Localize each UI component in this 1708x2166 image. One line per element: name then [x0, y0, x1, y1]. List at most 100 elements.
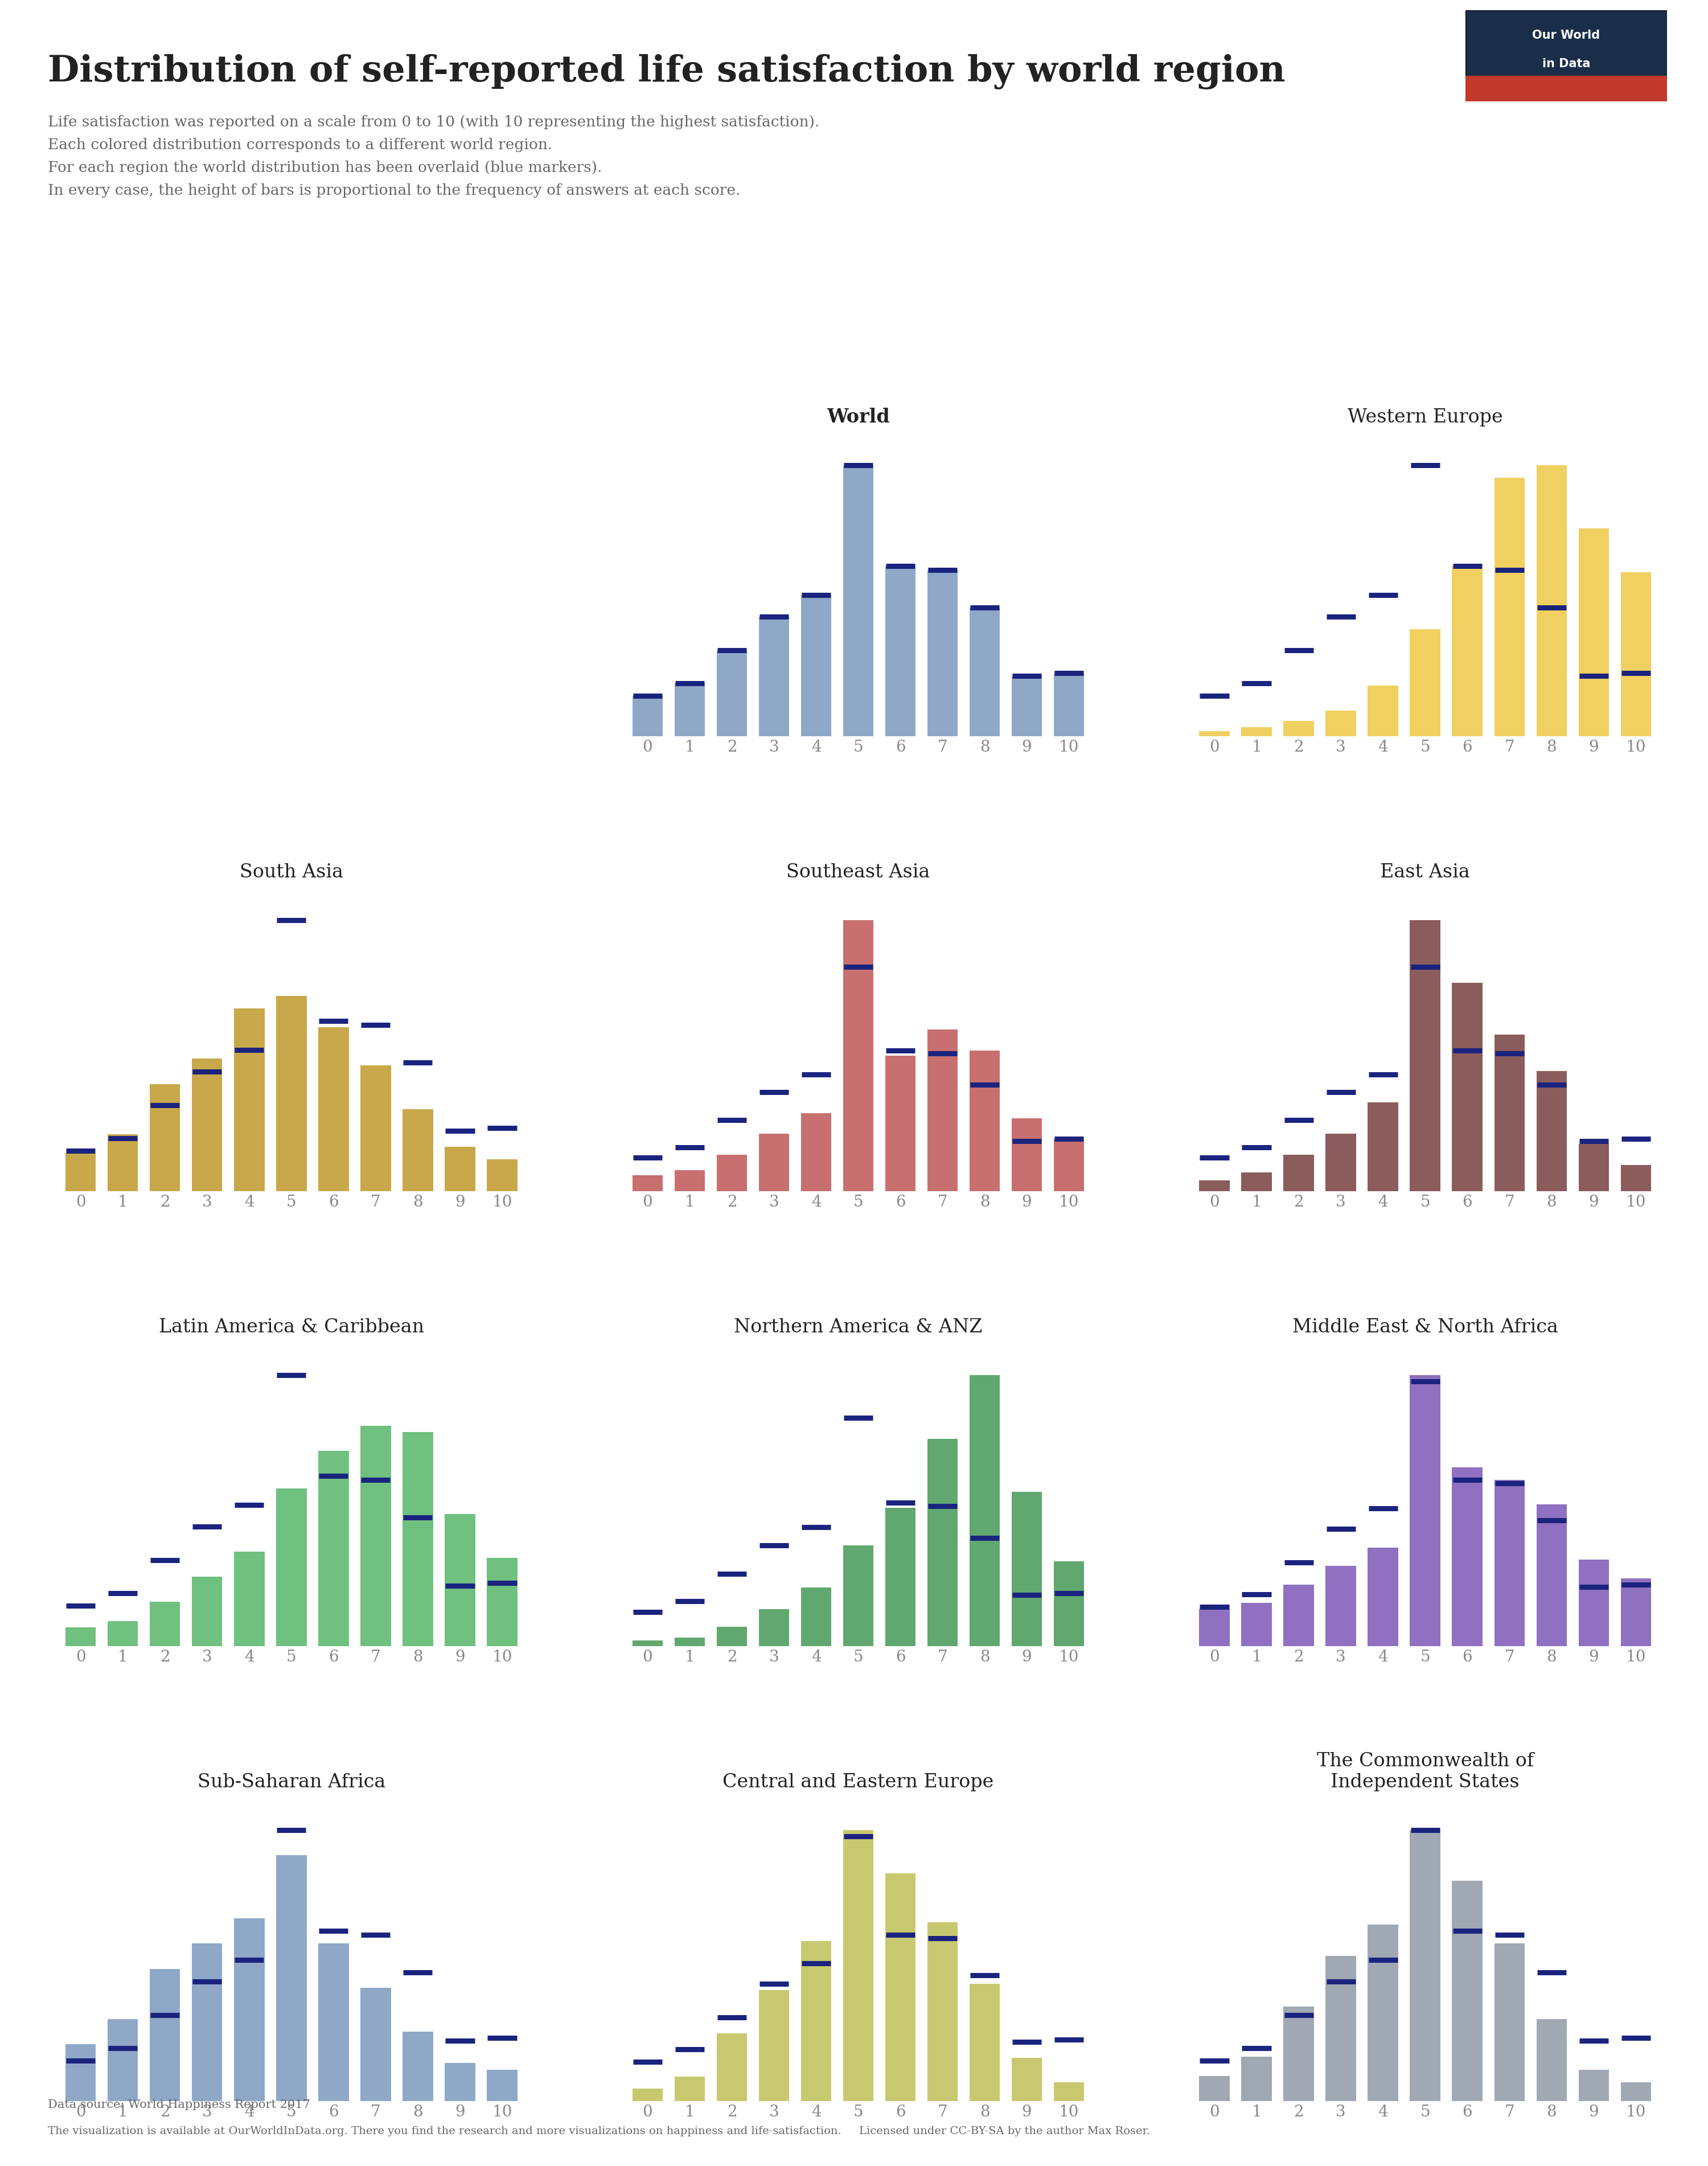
Bar	[1242, 1172, 1272, 1191]
Text: Data source: World Happiness Report 2017: Data source: World Happiness Report 2017	[48, 2099, 311, 2110]
Bar	[1054, 1562, 1085, 1646]
Bar	[1452, 1469, 1483, 1646]
Bar	[150, 1603, 179, 1646]
Title: Central and Eastern Europe: Central and Eastern Europe	[722, 1772, 994, 1791]
Bar	[1537, 1505, 1566, 1646]
Text: Distribution of self-reported life satisfaction by world region: Distribution of self-reported life satis…	[48, 54, 1286, 89]
Bar	[1283, 2006, 1313, 2101]
Title: The Commonwealth of
Independent States: The Commonwealth of Independent States	[1317, 1752, 1534, 1791]
Bar	[885, 1055, 915, 1191]
Bar	[1494, 1035, 1525, 1191]
Bar	[675, 684, 705, 736]
Bar	[444, 2064, 475, 2101]
FancyBboxPatch shape	[1465, 11, 1667, 102]
Bar	[277, 1488, 307, 1646]
Bar	[1621, 1165, 1652, 1191]
Bar	[1242, 2058, 1272, 2101]
Bar	[717, 1154, 746, 1191]
Bar	[801, 596, 832, 736]
Bar	[1054, 674, 1085, 736]
Bar	[1199, 1609, 1230, 1646]
Bar	[1409, 630, 1440, 736]
Bar	[1578, 2069, 1609, 2101]
Bar	[758, 1135, 789, 1191]
Bar	[927, 1923, 958, 2101]
Bar	[1452, 983, 1483, 1191]
Bar	[487, 2069, 518, 2101]
Bar	[1283, 1154, 1313, 1191]
Bar	[885, 567, 915, 736]
Bar	[758, 617, 789, 736]
Bar	[1494, 479, 1525, 736]
Text: in Data: in Data	[1542, 58, 1590, 69]
Text: Life satisfaction was reported on a scale from 0 to 10 (with 10 representing the: Life satisfaction was reported on a scal…	[48, 115, 820, 130]
Title: Latin America & Caribbean: Latin America & Caribbean	[159, 1317, 424, 1336]
Bar	[1578, 1144, 1609, 1191]
Bar	[1409, 921, 1440, 1191]
Bar	[1011, 1118, 1042, 1191]
Bar	[234, 1009, 265, 1191]
Bar	[1199, 1180, 1230, 1191]
Bar	[150, 1085, 179, 1191]
Bar	[844, 466, 873, 736]
Bar	[1011, 2058, 1042, 2101]
Bar	[1537, 466, 1566, 736]
Text: The visualization is available at OurWorldInData.org. There you find the researc: The visualization is available at OurWor…	[48, 2125, 1149, 2136]
Bar	[1409, 1830, 1440, 2101]
Bar	[1011, 1492, 1042, 1646]
Bar	[487, 1159, 518, 1191]
Bar	[1465, 76, 1667, 102]
Bar	[1199, 732, 1230, 736]
Bar	[1621, 1579, 1652, 1646]
Bar	[1537, 1072, 1566, 1191]
Bar	[844, 921, 873, 1191]
Bar	[1283, 1586, 1313, 1646]
Bar	[970, 1375, 999, 1646]
Bar	[360, 1425, 391, 1646]
Bar	[234, 1919, 265, 2101]
Bar	[108, 2019, 138, 2101]
Bar	[318, 1943, 348, 2101]
Text: For each region the world distribution has been overlaid (blue markers).: For each region the world distribution h…	[48, 160, 601, 175]
Bar	[885, 1508, 915, 1646]
Bar	[1368, 687, 1399, 736]
Bar	[403, 1432, 434, 1646]
Bar	[927, 570, 958, 736]
Title: South Asia: South Asia	[239, 862, 343, 882]
Bar	[1325, 1566, 1356, 1646]
Bar	[1054, 1139, 1085, 1191]
Bar	[277, 996, 307, 1191]
Title: Western Europe: Western Europe	[1348, 407, 1503, 427]
Bar	[360, 1988, 391, 2101]
Bar	[234, 1551, 265, 1646]
Bar	[191, 1943, 222, 2101]
Bar	[758, 1991, 789, 2101]
Bar	[1494, 1479, 1525, 1646]
Bar	[1452, 1880, 1483, 2101]
Bar	[758, 1609, 789, 1646]
Bar	[632, 2088, 663, 2101]
Title: Southeast Asia: Southeast Asia	[786, 862, 931, 882]
Bar	[1537, 2019, 1566, 2101]
Bar	[150, 1969, 179, 2101]
Bar	[675, 1170, 705, 1191]
Bar	[360, 1066, 391, 1191]
Bar	[1283, 721, 1313, 736]
Bar	[675, 2077, 705, 2101]
Bar	[1368, 1926, 1399, 2101]
Title: Northern America & ANZ: Northern America & ANZ	[734, 1317, 982, 1336]
Bar	[191, 1577, 222, 1646]
Text: Each colored distribution corresponds to a different world region.: Each colored distribution corresponds to…	[48, 136, 552, 152]
Bar	[403, 1109, 434, 1191]
Bar	[717, 1627, 746, 1646]
Bar	[801, 1113, 832, 1191]
Text: Our World: Our World	[1532, 30, 1600, 41]
Bar	[1621, 572, 1652, 736]
Bar	[277, 1856, 307, 2101]
Bar	[801, 1588, 832, 1646]
Bar	[191, 1059, 222, 1191]
Bar	[1452, 567, 1483, 736]
Bar	[885, 1874, 915, 2101]
Title: East Asia: East Asia	[1380, 862, 1471, 882]
Bar	[1325, 710, 1356, 736]
